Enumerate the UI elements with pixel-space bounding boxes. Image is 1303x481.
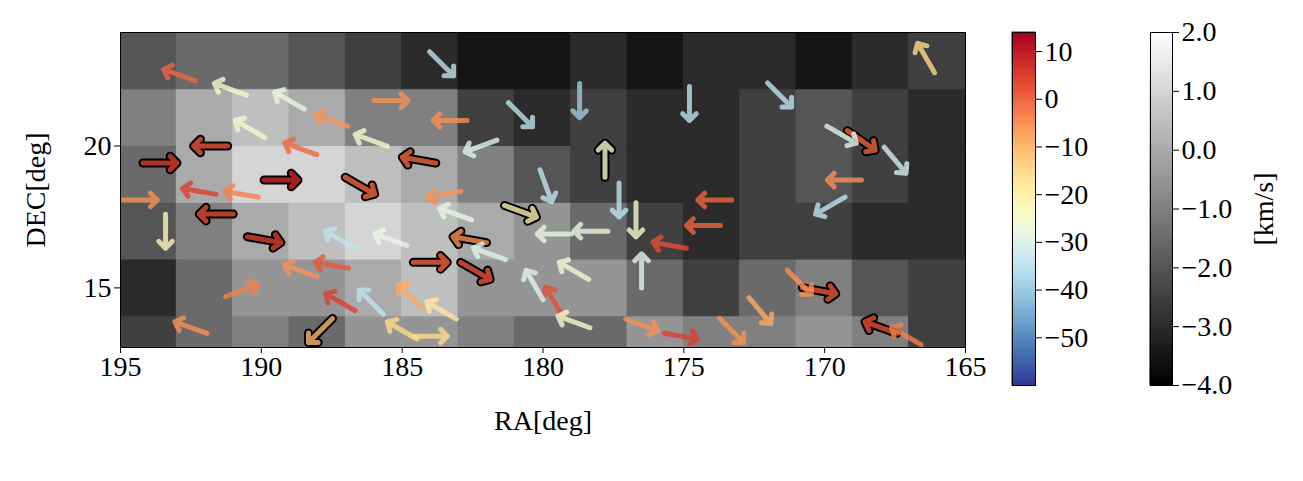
svg-text:−3.0: −3.0	[1182, 311, 1233, 342]
svg-text:−1.0: −1.0	[1182, 193, 1233, 224]
svg-text:−4.0: −4.0	[1182, 369, 1233, 400]
svg-text:10: 10	[1045, 36, 1073, 67]
svg-text:[km/s]: [km/s]	[1248, 172, 1279, 245]
svg-text:DEC[deg]: DEC[deg]	[20, 132, 51, 247]
svg-text:195: 195	[100, 351, 142, 382]
svg-text:1.0: 1.0	[1182, 75, 1217, 106]
svg-text:190: 190	[240, 351, 282, 382]
svg-text:−50: −50	[1045, 322, 1089, 353]
svg-text:2.0: 2.0	[1182, 16, 1217, 47]
svg-text:−40: −40	[1045, 274, 1089, 305]
svg-text:185: 185	[381, 351, 423, 382]
svg-text:−30: −30	[1045, 226, 1089, 257]
svg-text:180: 180	[522, 351, 564, 382]
svg-text:170: 170	[804, 351, 846, 382]
svg-text:165: 165	[945, 351, 987, 382]
svg-text:−20: −20	[1045, 179, 1089, 210]
svg-text:−2.0: −2.0	[1182, 252, 1233, 283]
svg-text:0: 0	[1045, 83, 1059, 114]
svg-text:175: 175	[663, 351, 705, 382]
svg-text:−10: −10	[1045, 131, 1089, 162]
svg-text:0.0: 0.0	[1182, 134, 1217, 165]
svg-text:RA[deg]: RA[deg]	[494, 405, 592, 436]
svg-text:15: 15	[84, 272, 112, 303]
svg-text:20: 20	[84, 130, 112, 161]
